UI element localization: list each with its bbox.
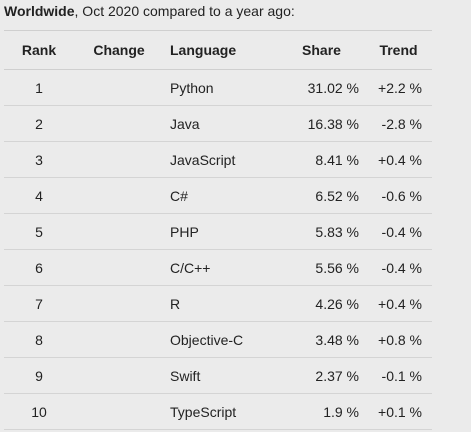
cell-trend: -0.4 % — [365, 213, 432, 250]
cell-language: Swift — [164, 357, 278, 394]
header-change: Change — [74, 30, 164, 70]
cell-change — [74, 393, 164, 430]
cell-share: 5.56 % — [278, 249, 365, 286]
cell-language: TypeScript — [164, 393, 278, 430]
cell-share: 2.37 % — [278, 357, 365, 394]
table-row: 7 R 4.26 % +0.4 % — [4, 285, 432, 322]
cell-language: Java — [164, 105, 278, 142]
cell-rank: 7 — [4, 285, 74, 322]
cell-trend: +0.1 % — [365, 393, 432, 430]
cell-change — [74, 69, 164, 106]
cell-change — [74, 213, 164, 250]
cell-rank: 3 — [4, 141, 74, 178]
table-header-row: Rank Change Language Share Trend — [4, 30, 432, 70]
cell-change — [74, 177, 164, 214]
header-language: Language — [164, 30, 278, 70]
cell-share: 3.48 % — [278, 321, 365, 358]
cell-language: Objective-C — [164, 321, 278, 358]
cell-rank: 6 — [4, 249, 74, 286]
table-row: 6 C/C++ 5.56 % -0.4 % — [4, 249, 432, 286]
cell-rank: 5 — [4, 213, 74, 250]
cell-change — [74, 321, 164, 358]
cell-share: 5.83 % — [278, 213, 365, 250]
table-row: 3 JavaScript 8.41 % +0.4 % — [4, 141, 432, 178]
table-row: 8 Objective-C 3.48 % +0.8 % — [4, 321, 432, 358]
cell-trend: -0.4 % — [365, 249, 432, 286]
cell-share: 6.52 % — [278, 177, 365, 214]
header-trend: Trend — [365, 30, 432, 70]
cell-rank: 10 — [4, 393, 74, 430]
cell-trend: -2.8 % — [365, 105, 432, 142]
table-body: 1 Python 31.02 % +2.2 % 2 Java 16.38 % -2.8 % 3 J… — [4, 69, 432, 430]
table-row: 4 C# 6.52 % -0.6 % — [4, 177, 432, 214]
cell-language: R — [164, 285, 278, 322]
table-caption: Worldwide, Oct 2020 compared to a year a… — [4, 2, 295, 20]
cell-trend: -0.1 % — [365, 357, 432, 394]
language-ranking-table: Rank Change Language Share Trend 1 Python… — [4, 30, 432, 430]
table-row: 10 TypeScript 1.9 % +0.1 % — [4, 393, 432, 430]
cell-change — [74, 285, 164, 322]
cell-change — [74, 105, 164, 142]
cell-language: Python — [164, 69, 278, 106]
cell-share: 16.38 % — [278, 105, 365, 142]
cell-rank: 4 — [4, 177, 74, 214]
cell-trend: -0.6 % — [365, 177, 432, 214]
cell-share: 8.41 % — [278, 141, 365, 178]
cell-change — [74, 249, 164, 286]
cell-trend: +0.4 % — [365, 141, 432, 178]
cell-rank: 9 — [4, 357, 74, 394]
cell-trend: +2.2 % — [365, 69, 432, 106]
header-share: Share — [278, 30, 365, 70]
header-rank: Rank — [4, 30, 74, 70]
cell-change — [74, 141, 164, 178]
cell-rank: 2 — [4, 105, 74, 142]
table-row: 2 Java 16.38 % -2.8 % — [4, 105, 432, 142]
cell-share: 4.26 % — [278, 285, 365, 322]
cell-rank: 8 — [4, 321, 74, 358]
table-row: 5 PHP 5.83 % -0.4 % — [4, 213, 432, 250]
cell-trend: +0.8 % — [365, 321, 432, 358]
cell-share: 31.02 % — [278, 69, 365, 106]
cell-trend: +0.4 % — [365, 285, 432, 322]
cell-language: JavaScript — [164, 141, 278, 178]
cell-language: C# — [164, 177, 278, 214]
cell-rank: 1 — [4, 69, 74, 106]
cell-change — [74, 357, 164, 394]
table-row: 1 Python 31.02 % +2.2 % — [4, 69, 432, 106]
caption-region: Worldwide — [4, 3, 75, 19]
cell-language: PHP — [164, 213, 278, 250]
table-row: 9 Swift 2.37 % -0.1 % — [4, 357, 432, 394]
cell-language: C/C++ — [164, 249, 278, 286]
caption-period: , Oct 2020 compared to a year ago: — [74, 3, 295, 19]
cell-share: 1.9 % — [278, 393, 365, 430]
